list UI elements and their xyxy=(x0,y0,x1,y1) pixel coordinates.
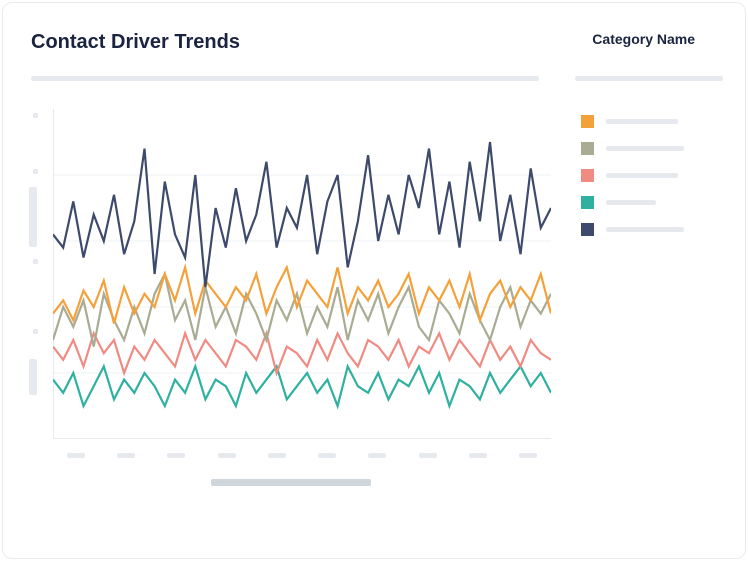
chart-card: Contact Driver Trends Category Name xyxy=(2,2,746,559)
x-tick-placeholder xyxy=(419,453,437,458)
legend-swatch xyxy=(581,142,594,155)
legend-item[interactable] xyxy=(581,115,723,128)
plot-area xyxy=(53,109,551,439)
title-underline xyxy=(31,76,539,81)
chart-title: Contact Driver Trends xyxy=(31,31,240,54)
legend-swatch xyxy=(581,196,594,209)
x-scrollbar[interactable] xyxy=(211,479,371,486)
series-olive-line xyxy=(53,274,551,347)
y-axis-highlight xyxy=(29,187,37,247)
chart-wrap xyxy=(31,109,551,479)
legend-label-placeholder xyxy=(606,200,656,205)
legend-label-placeholder xyxy=(606,146,684,151)
series-salmon-line xyxy=(53,333,551,373)
x-axis-ticks xyxy=(53,453,551,463)
series-teal-line xyxy=(53,366,551,406)
legend-swatch xyxy=(581,169,594,182)
legend-label-placeholder xyxy=(606,119,678,124)
y-tick-placeholder xyxy=(33,259,38,264)
x-tick-placeholder xyxy=(368,453,386,458)
y-axis-highlight xyxy=(29,359,37,395)
legend-title: Category Name xyxy=(592,31,695,47)
x-tick-placeholder xyxy=(218,453,236,458)
x-tick-placeholder xyxy=(268,453,286,458)
legend-swatch xyxy=(581,223,594,236)
legend-item[interactable] xyxy=(581,169,723,182)
card-content xyxy=(31,109,723,479)
legend-item[interactable] xyxy=(581,223,723,236)
legend-item[interactable] xyxy=(581,196,723,209)
header-rules xyxy=(31,64,723,81)
legend-underline xyxy=(575,76,723,81)
legend-label-placeholder xyxy=(606,173,678,178)
legend-item[interactable] xyxy=(581,142,723,155)
y-tick-placeholder xyxy=(33,113,38,118)
line-chart-svg xyxy=(53,109,551,439)
legend-swatch xyxy=(581,115,594,128)
x-tick-placeholder xyxy=(469,453,487,458)
x-tick-placeholder xyxy=(117,453,135,458)
x-tick-placeholder xyxy=(67,453,85,458)
legend-label-placeholder xyxy=(606,227,684,232)
x-tick-placeholder xyxy=(167,453,185,458)
x-tick-placeholder xyxy=(318,453,336,458)
y-tick-placeholder xyxy=(33,169,38,174)
card-header: Contact Driver Trends Category Name xyxy=(31,31,723,54)
y-tick-placeholder xyxy=(33,329,38,334)
legend-column xyxy=(551,109,723,479)
series-navy-line xyxy=(53,142,551,287)
x-tick-placeholder xyxy=(519,453,537,458)
chart-column xyxy=(31,109,551,479)
